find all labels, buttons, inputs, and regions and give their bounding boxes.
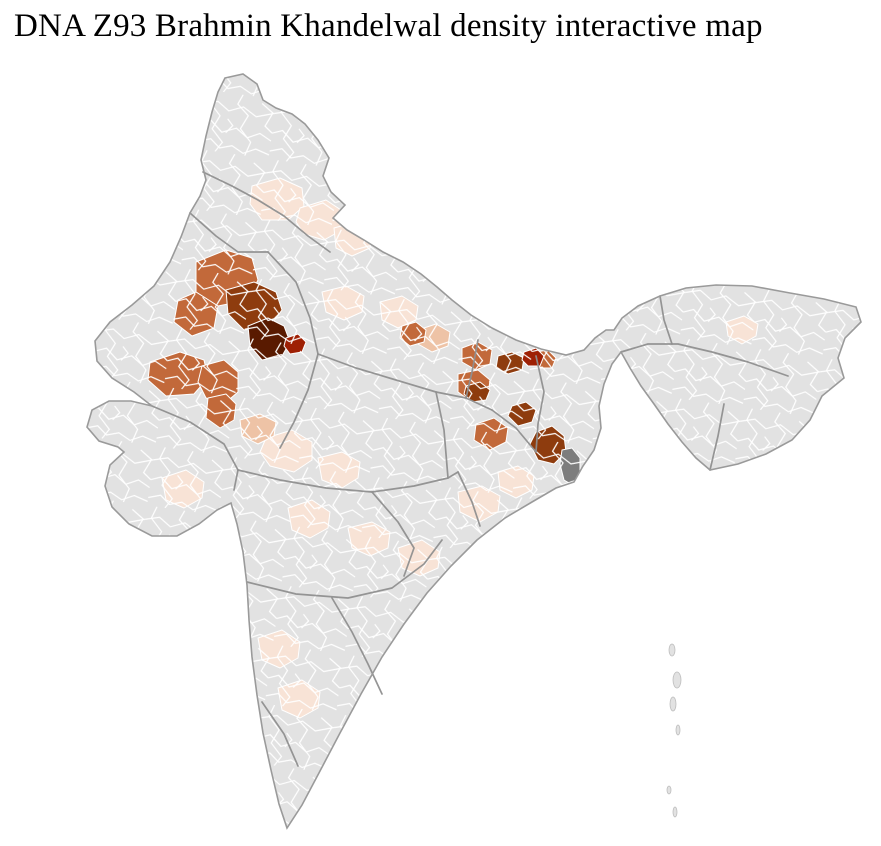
island [672,806,678,818]
state-border-line [331,597,383,695]
state-borders [151,171,789,767]
state-border-line [435,391,449,479]
state-border-line [709,403,725,471]
page-title: DNA Z93 Brahmin Khandelwal density inter… [14,8,763,44]
island-chain [666,643,682,818]
state-border-line [317,353,493,411]
island [669,696,677,712]
state-border-line [465,339,479,399]
island [668,643,676,657]
island [672,671,682,689]
island [666,785,672,795]
state-border-line [491,409,537,453]
state-border-line [457,471,481,527]
state-border-line [261,701,299,767]
state-border-line [535,355,545,453]
state-border-line [202,171,331,253]
state-border-line [620,343,789,377]
state-border-line [246,539,443,599]
state-border-line [189,212,269,253]
state-border-line [151,405,239,491]
island [675,724,681,736]
state-border-line [659,295,673,345]
state-border-line [371,491,415,577]
